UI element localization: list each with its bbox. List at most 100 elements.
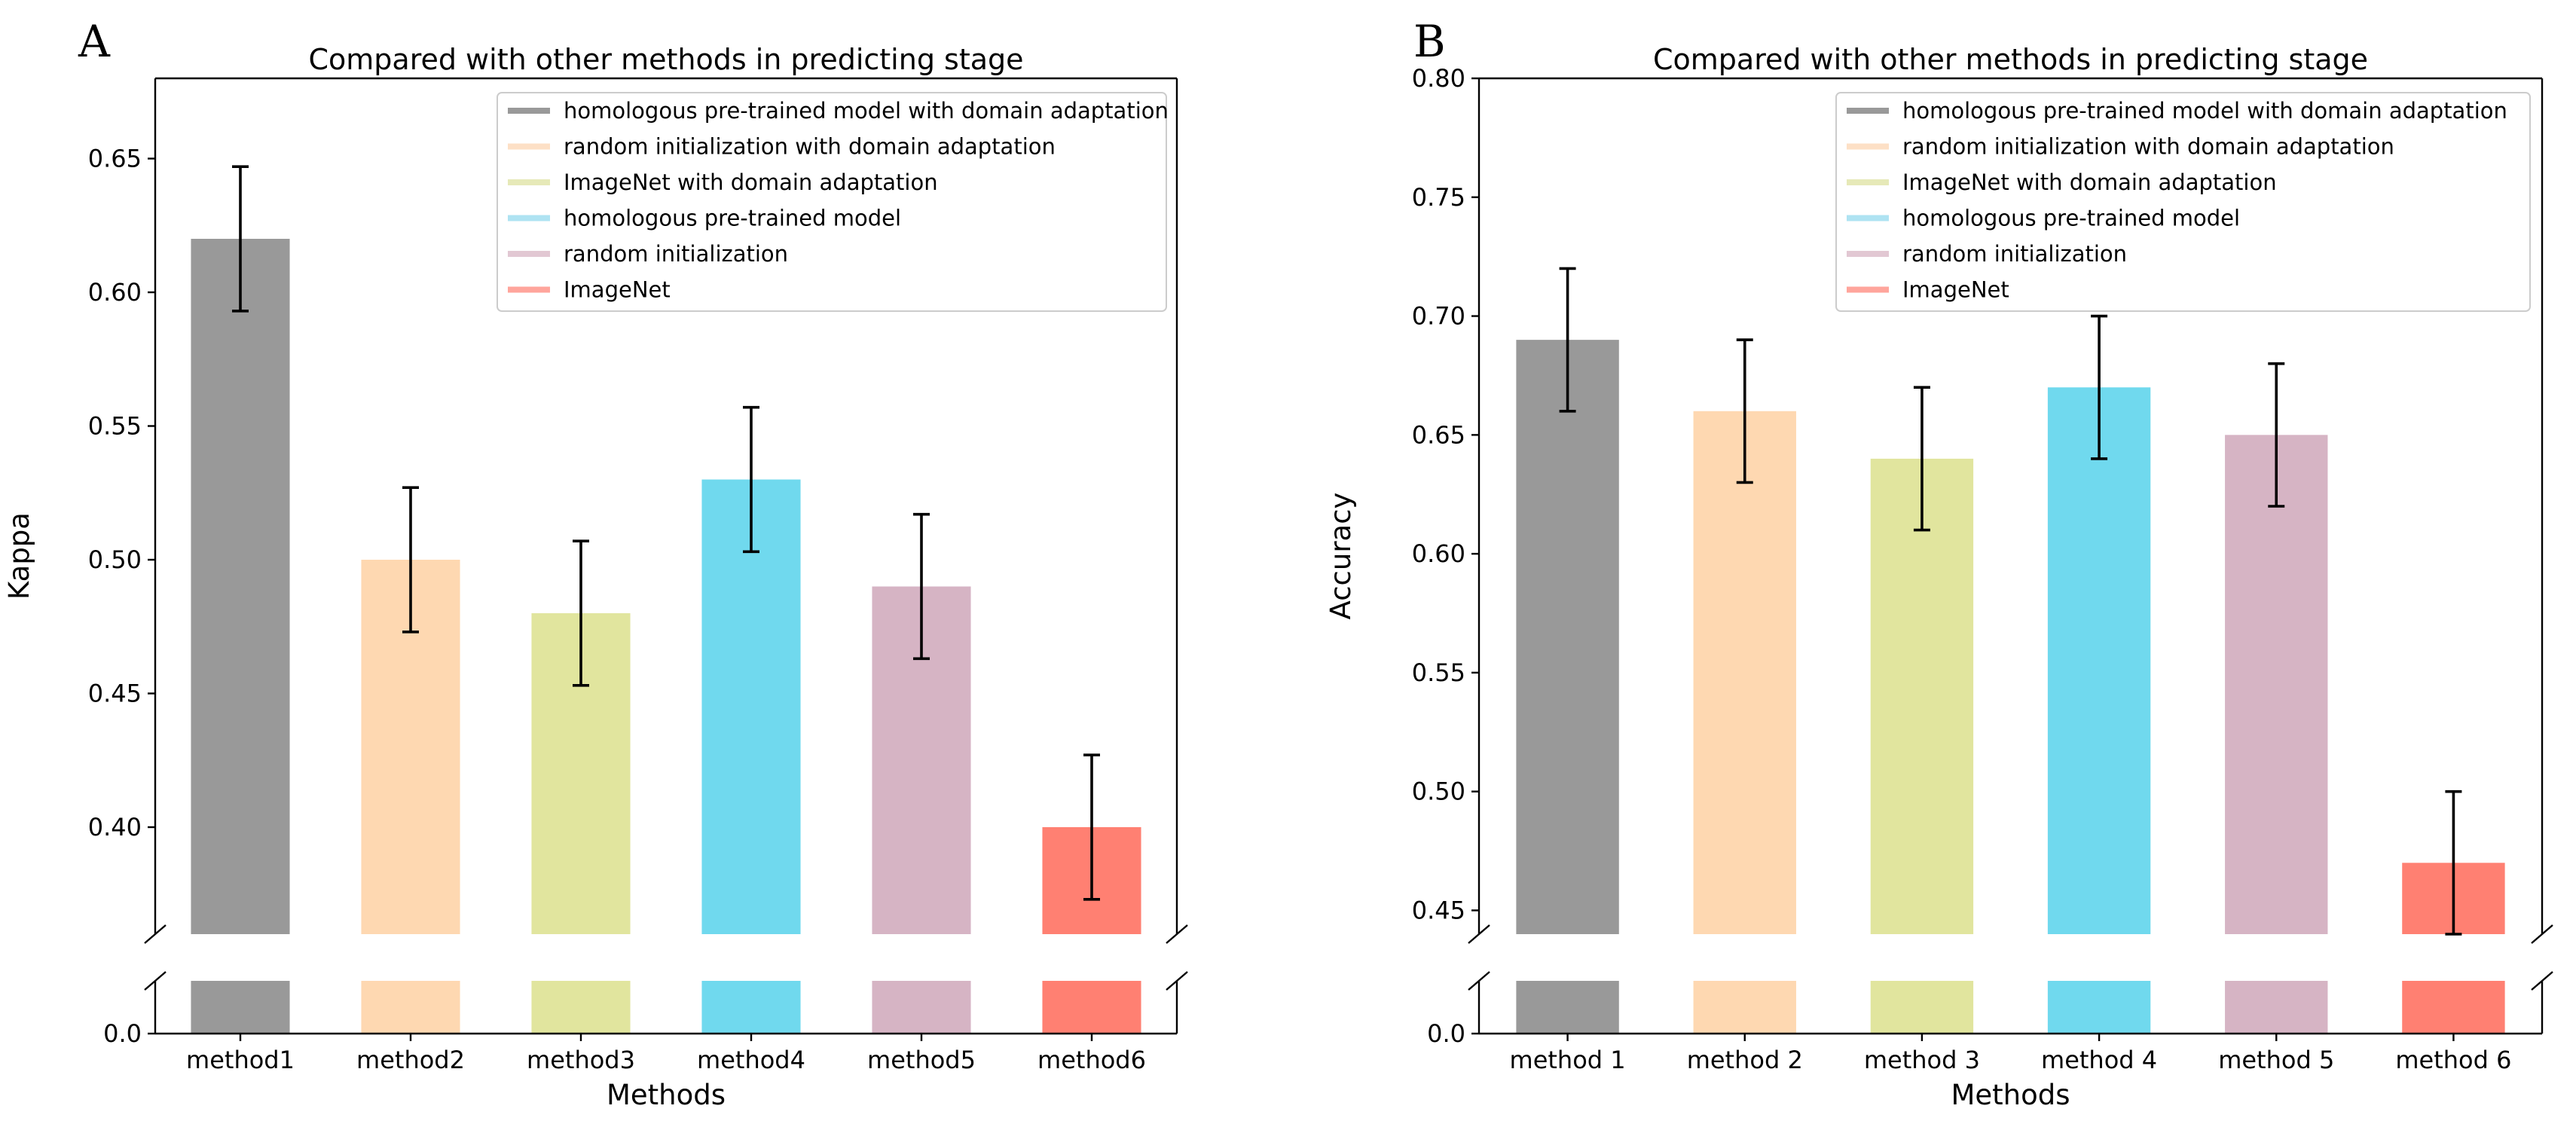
y-tick-label: 0.45 [1412,896,1465,924]
legend-item: homologous pre-trained model with domain… [1847,98,2507,124]
legend-item: ImageNet with domain adaptation [508,170,938,195]
y-tick-label: 0.65 [1412,420,1465,449]
legend-item: ImageNet [508,277,671,303]
y-tick-label: 0.50 [1412,777,1465,806]
error-bar-5 [913,512,930,661]
bar-4 [2047,387,2151,934]
legend-label: homologous pre-trained model [564,206,901,231]
y-tick-label: 0.60 [88,278,142,307]
y-tick-label: 0.75 [1412,183,1465,212]
panel-label: A [78,16,111,67]
legend: homologous pre-trained model with domain… [1835,92,2531,312]
legend-label: ImageNet with domain adaptation [564,170,938,195]
axis-break-mark-2 [1166,924,1188,944]
error-bar-4 [2091,314,2108,460]
legend-label: random initialization [1902,241,2127,267]
legend-frame [1835,92,2531,312]
y-tick-label: 0.45 [88,680,142,708]
y-tick-label: 0.70 [1412,302,1465,331]
error-bar-2 [1736,338,1753,484]
legend-label: homologous pre-trained model with domain… [1902,98,2507,124]
y-tick-label: 0.80 [1412,64,1465,93]
legend-item: homologous pre-trained model with domain… [508,98,1169,124]
axis-break-mark-4 [1166,971,1188,991]
x-tick-label: method6 [1037,1046,1146,1074]
axis-break-mark-2 [2531,924,2553,944]
y-tick-label: 0.50 [88,545,142,574]
bar-stub-1 [191,981,290,1034]
legend-label: random initialization [564,241,788,267]
bar-1 [191,239,290,934]
axis-break-mark-1 [1468,924,1490,944]
axis-break-mark-3 [1468,971,1490,991]
bar-5 [2225,435,2328,934]
panel-b: B Compared with other methods in predicti… [1325,16,2553,1111]
y-axis-title: Accuracy [1325,493,1357,620]
bar-stub-3 [531,981,631,1034]
y-tick-label-zero: 0.0 [1427,1019,1465,1048]
bar-stub-4 [701,981,801,1034]
y-tick-label: 0.65 [88,145,142,173]
y-tick-label: 0.55 [88,412,142,441]
bar-stub-6 [2402,981,2505,1034]
legend-label: homologous pre-trained model with domain… [564,98,1169,124]
y-axis-title: Kappa [3,512,35,600]
error-bar-1 [232,165,249,313]
error-bar-3 [1913,386,1930,532]
legend-item: random initialization with domain adapta… [508,134,1056,160]
chart-title: Compared with other methods in predictin… [1653,43,2368,76]
bar-2 [1693,411,1796,934]
x-tick-label: method 6 [2395,1046,2511,1074]
legend-item: random initialization [1847,241,2127,267]
legend-label: random initialization with domain adapta… [564,134,1056,160]
error-bar-6 [1083,753,1100,901]
legend-frame [497,92,1167,312]
bar-stub-5 [2225,981,2328,1034]
x-tick-label: method2 [356,1046,465,1074]
bar-1 [1516,340,1619,935]
legend-item: random initialization with domain adapta… [1847,134,2394,160]
bar-4 [701,479,801,934]
x-tick-label: method3 [527,1046,635,1074]
x-tick-label: method 5 [2218,1046,2334,1074]
x-tick-label: method5 [867,1046,976,1074]
legend-item: homologous pre-trained model [508,206,901,231]
y-tick-label: 0.55 [1412,658,1465,687]
bar-stub-6 [1042,981,1141,1034]
x-tick-label: method4 [697,1046,805,1074]
legend-item: ImageNet [1847,277,2009,303]
error-bar-4 [743,405,759,554]
error-bar-2 [402,486,419,634]
y-tick-label-zero: 0.0 [103,1019,142,1048]
x-axis-title: Methods [607,1079,726,1111]
error-bar-3 [573,539,589,687]
x-tick-label: method 2 [1687,1046,1803,1074]
error-bar-5 [2268,362,2285,508]
x-tick-label: method1 [186,1046,295,1074]
x-axis-title: Methods [1951,1079,2070,1111]
axis-break-mark-1 [144,924,167,944]
x-tick-label: method 1 [1510,1046,1626,1074]
bar-3 [1870,458,1974,934]
panel-a: A Compared with other methods in predicti… [3,16,1188,1111]
legend-label: ImageNet [1902,277,2009,303]
bar-stub-5 [872,981,971,1034]
legend-label: ImageNet [564,277,671,303]
legend-label: ImageNet with domain adaptation [1902,170,2277,195]
x-tick-label: method 3 [1864,1046,1980,1074]
y-tick-label: 0.40 [88,813,142,841]
legend-label: random initialization with domain adapta… [1902,134,2394,160]
x-tick-label: method 4 [2041,1046,2157,1074]
legend-item: ImageNet with domain adaptation [1847,170,2277,195]
chart-title: Compared with other methods in predictin… [308,43,1023,76]
axis-break-mark-4 [2531,971,2553,991]
legend-item: random initialization [508,241,788,267]
panel-label: B [1413,16,1446,67]
error-bar-1 [1559,267,1576,413]
axis-break-mark-3 [144,971,167,991]
bar-stub-4 [2047,981,2151,1034]
bar-stub-3 [1870,981,1974,1034]
bar-stub-2 [361,981,460,1034]
y-tick-label: 0.60 [1412,539,1465,568]
